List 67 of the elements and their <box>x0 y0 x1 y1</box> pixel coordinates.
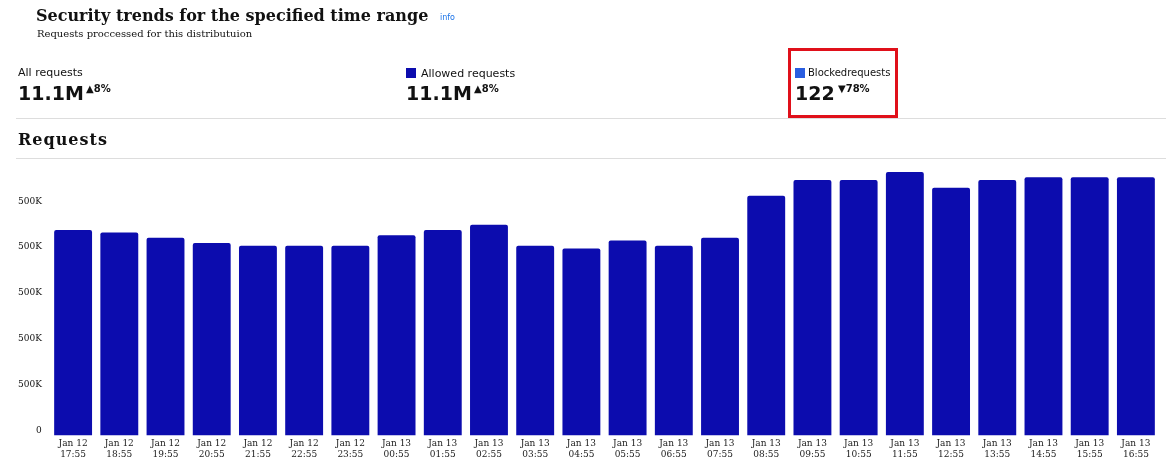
x-tick-label: Jan 12 23:55 <box>334 438 365 459</box>
x-tick-label: Jan 13 12:55 <box>935 438 966 459</box>
x-tick-label: Jan 13 11:55 <box>889 438 920 459</box>
chart-title: Security trends for the specified time range <box>36 6 429 25</box>
x-tick-label: Jan 13 06:55 <box>658 438 689 459</box>
bar <box>747 195 786 436</box>
bar <box>238 245 277 436</box>
bar <box>932 187 971 436</box>
x-tick-label: Jan 13 10:55 <box>843 438 874 459</box>
bar <box>423 229 462 436</box>
x-tick-label: Jan 13 00:55 <box>381 438 412 459</box>
text: 500K <box>18 379 42 389</box>
bar <box>1116 177 1155 436</box>
x-tick-label: Jan 13 07:55 <box>704 438 735 459</box>
x-tick-label: Jan 13 03:55 <box>519 438 550 459</box>
bar <box>1070 177 1109 436</box>
x-tick-label: Jan 13 02:55 <box>473 438 504 459</box>
bar <box>978 179 1017 436</box>
x-tick-label: Jan 12 19:55 <box>149 438 181 459</box>
text: 11.1M <box>406 82 472 104</box>
text: Allowed requests <box>421 67 516 80</box>
bar <box>1024 177 1063 436</box>
bar <box>470 224 508 436</box>
x-tick-label: Jan 12 22:55 <box>288 438 319 459</box>
x-tick-label: Jan 12 20:55 <box>196 438 227 459</box>
bar <box>146 237 185 436</box>
x-tick-label: Jan 12 17:55 <box>57 438 88 459</box>
x-tick-label: Jan 12 21:55 <box>242 438 273 459</box>
text: Requests <box>18 130 108 149</box>
x-tick-label: Jan 13 08:55 <box>750 438 782 459</box>
text: ▲8% <box>86 83 111 94</box>
bar <box>285 245 324 436</box>
bar <box>100 232 139 436</box>
text: 0 <box>36 425 42 435</box>
x-tick-label: Jan 13 13:55 <box>981 438 1013 459</box>
bar <box>516 245 555 436</box>
bar <box>608 240 647 436</box>
x-tick-label: Jan 13 04:55 <box>565 438 597 459</box>
x-tick-label: Jan 13 05:55 <box>612 438 643 459</box>
text: Blockedrequests <box>808 67 891 78</box>
x-tick-label: Jan 13 09:55 <box>796 438 828 459</box>
text: 11.1M <box>18 82 84 104</box>
text: 500K <box>18 287 42 297</box>
bar <box>54 229 93 436</box>
x-tick-label: Jan 12 18:55 <box>103 438 134 459</box>
chart-subtitle: Requests proccessed for this distributuion <box>37 28 253 39</box>
bar <box>377 235 416 436</box>
bar <box>331 245 370 436</box>
bar <box>839 179 878 436</box>
bar <box>192 243 231 436</box>
text: 122 <box>795 82 835 104</box>
x-tick-label: Jan 13 01:55 <box>427 438 458 459</box>
bar <box>701 237 739 436</box>
x-tick-label: Jan 13 15:55 <box>1074 438 1105 459</box>
text: 500K <box>18 196 42 206</box>
text: ▲8% <box>474 83 499 94</box>
text: info <box>440 13 456 22</box>
bar <box>562 248 601 436</box>
text: 500K <box>18 241 42 251</box>
bar <box>885 172 924 436</box>
bar <box>654 245 693 436</box>
text: 500K <box>18 333 42 343</box>
text: ▼78% <box>838 83 870 94</box>
text: All requests <box>18 66 83 79</box>
bar <box>793 179 832 436</box>
x-tick-label: Jan 13 14:55 <box>1027 438 1059 459</box>
x-tick-label: Jan 13 16:55 <box>1120 438 1151 459</box>
